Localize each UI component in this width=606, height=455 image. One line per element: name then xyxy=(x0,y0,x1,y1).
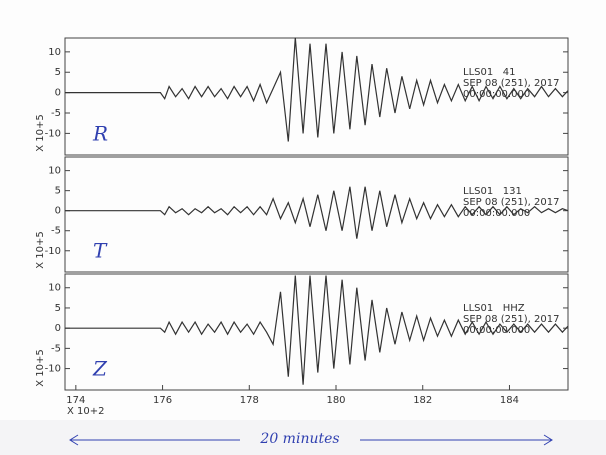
station-info: 00:00:00.000 xyxy=(463,325,530,336)
station-info: SEP 08 (251), 2017 xyxy=(463,197,559,208)
y-axis-label: X 10+5 xyxy=(35,231,46,269)
channel-label: T xyxy=(93,239,108,263)
note-strip xyxy=(0,420,606,455)
channel-label: R xyxy=(92,122,108,146)
y-tick-label: -5 xyxy=(51,108,61,119)
x-axis-label: X 10+2 xyxy=(67,406,105,417)
annotation: 20 minutes xyxy=(259,431,339,447)
y-tick-label: -5 xyxy=(51,226,61,237)
y-axis-label: X 10+5 xyxy=(35,349,46,387)
channel-label: Z xyxy=(92,357,108,381)
panel-frame xyxy=(64,273,569,391)
y-tick-label: 10 xyxy=(48,166,61,177)
y-axis-label: X 10+5 xyxy=(35,114,46,152)
y-tick-label: -10 xyxy=(45,364,61,375)
arrow-head xyxy=(543,434,553,446)
panel-frame xyxy=(64,156,569,273)
y-tick-label: -10 xyxy=(45,246,61,257)
station-info: LLS01 41 xyxy=(463,67,515,78)
y-tick-label: 0 xyxy=(55,323,61,334)
y-tick-label: 10 xyxy=(48,283,61,294)
station-info: LLS01 HHZ xyxy=(463,303,525,314)
x-tick-label: 176 xyxy=(153,395,172,406)
x-tick-label: 174 xyxy=(66,395,85,406)
waveform xyxy=(65,275,569,385)
waveform xyxy=(65,186,569,239)
waveform xyxy=(65,37,569,142)
plot-background xyxy=(0,0,606,420)
y-tick-label: 0 xyxy=(55,206,61,217)
y-tick-label: 5 xyxy=(55,303,61,314)
y-tick-label: 0 xyxy=(55,88,61,99)
station-info: SEP 08 (251), 2017 xyxy=(463,314,559,325)
panel-frame xyxy=(64,37,569,156)
y-tick-label: 5 xyxy=(55,186,61,197)
x-tick-label: 182 xyxy=(413,395,432,406)
station-info: SEP 08 (251), 2017 xyxy=(463,78,559,89)
arrow-head xyxy=(69,434,79,446)
x-tick-label: 184 xyxy=(500,395,519,406)
x-tick-label: 180 xyxy=(326,395,345,406)
y-tick-label: 5 xyxy=(55,67,61,78)
y-tick-label: -5 xyxy=(51,343,61,354)
station-info: 00:00:00.000 xyxy=(463,208,530,219)
station-info: 00:00:00.000 xyxy=(463,89,530,100)
y-tick-label: -10 xyxy=(45,128,61,139)
station-info: LLS01 131 xyxy=(463,186,522,197)
y-tick-label: 10 xyxy=(48,47,61,58)
x-tick-label: 178 xyxy=(240,395,259,406)
